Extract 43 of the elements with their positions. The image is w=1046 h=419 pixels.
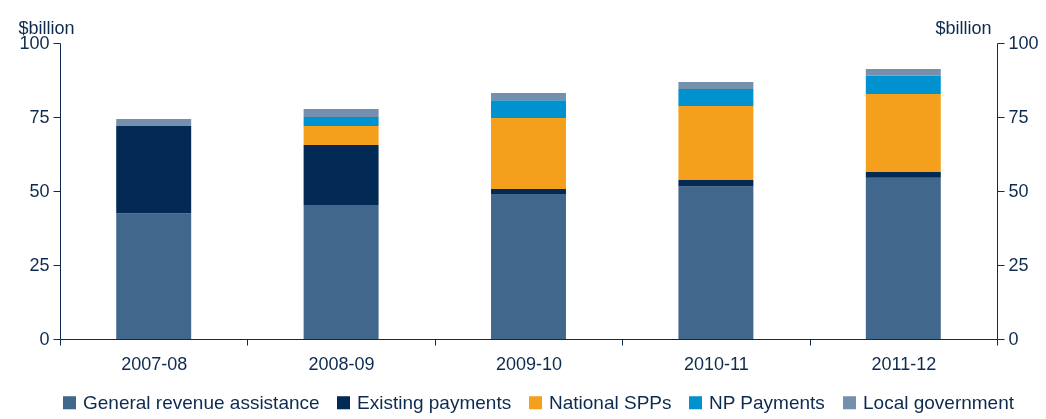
- legend-label: Existing payments: [357, 391, 512, 413]
- bar: [865, 177, 941, 339]
- bar: [678, 88, 754, 107]
- legend-label: Local government: [863, 391, 1015, 413]
- bar: [303, 109, 379, 117]
- bar: [116, 125, 192, 214]
- bar: [865, 69, 941, 76]
- bar: [678, 186, 754, 339]
- x-tick-label: 2010-11: [684, 353, 749, 374]
- bar: [491, 117, 566, 189]
- legend-label: National SPPs: [549, 391, 672, 413]
- y-tick-label: 50: [29, 180, 50, 201]
- x-tick-label: 2009-10: [495, 353, 563, 374]
- legend-label: General revenue assistance: [83, 391, 320, 413]
- bar: [865, 93, 941, 173]
- x-tick-label: 2007-08: [121, 353, 188, 374]
- y2-tick-label: 25: [1008, 254, 1029, 275]
- y2-axis-title: $billion: [935, 17, 992, 38]
- y2-tick-label: 100: [1008, 32, 1039, 53]
- y2-tick-label: 50: [1008, 180, 1029, 201]
- bar: [116, 119, 192, 126]
- y2-tick-label: 75: [1008, 106, 1029, 127]
- bar: [116, 213, 192, 339]
- x-tick-label: 2011-12: [871, 353, 937, 374]
- y2-tick-label: 0: [1008, 328, 1019, 349]
- bar: [491, 193, 566, 339]
- bar: [303, 125, 379, 146]
- bar: [491, 100, 566, 118]
- bar: [303, 117, 379, 126]
- y-tick-label: 0: [39, 328, 50, 349]
- x-tick-label: 2008-09: [308, 353, 375, 374]
- legend-label: NP Payments: [709, 391, 825, 413]
- bar: [303, 204, 379, 339]
- bar: [865, 172, 941, 178]
- bar: [678, 82, 754, 89]
- bar: [678, 106, 754, 181]
- y-tick-label: 75: [29, 106, 50, 127]
- bar: [678, 180, 754, 187]
- y-tick-label: 25: [29, 254, 50, 275]
- bar: [303, 145, 379, 205]
- bar: [865, 75, 941, 94]
- bar: [491, 188, 566, 194]
- bar: [491, 93, 566, 101]
